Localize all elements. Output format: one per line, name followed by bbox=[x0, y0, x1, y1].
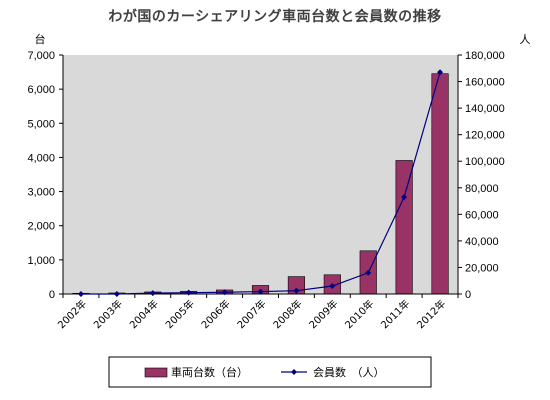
x-tick-label: 2003年 bbox=[91, 297, 125, 331]
x-tick-label: 2011年 bbox=[378, 297, 412, 331]
left-tick-label: 3,000 bbox=[27, 187, 55, 199]
bar bbox=[431, 73, 449, 295]
legend-marker-line bbox=[291, 369, 297, 375]
right-tick-label: 40,000 bbox=[465, 236, 499, 248]
x-tick-label: 2006年 bbox=[198, 297, 232, 331]
left-axis-unit: 台 bbox=[35, 32, 46, 46]
right-tick-label: 180,000 bbox=[465, 50, 505, 62]
line-point bbox=[329, 283, 336, 290]
legend-label-bars: 車両台数（台） bbox=[171, 365, 248, 379]
bar bbox=[395, 160, 413, 295]
plot-area bbox=[63, 55, 458, 294]
line-point bbox=[185, 289, 192, 296]
x-tick-label: 2009年 bbox=[306, 297, 340, 331]
right-tick-label: 0 bbox=[465, 289, 471, 301]
left-tick-label: 1,000 bbox=[27, 255, 55, 267]
line-point bbox=[437, 69, 444, 76]
line-point bbox=[365, 269, 372, 276]
line-point bbox=[113, 291, 120, 297]
x-tick-label: 2007年 bbox=[234, 297, 268, 331]
right-tick-label: 20,000 bbox=[465, 262, 499, 274]
left-tick-label: 5,000 bbox=[27, 118, 55, 130]
chart-title: わが国のカーシェアリング車両台数と会員数の推移 bbox=[108, 9, 442, 25]
left-tick-label: 4,000 bbox=[27, 152, 55, 164]
line-point bbox=[257, 288, 264, 295]
left-tick-label: 0 bbox=[49, 289, 55, 301]
right-tick-label: 60,000 bbox=[465, 209, 499, 221]
left-tick-label: 6,000 bbox=[27, 84, 55, 96]
x-tick-label: 2012年 bbox=[414, 297, 448, 331]
line-point bbox=[77, 291, 84, 297]
line-point bbox=[149, 290, 156, 297]
left-tick-label: 2,000 bbox=[27, 221, 55, 233]
x-tick-label: 2005年 bbox=[163, 297, 197, 331]
x-tick-label: 2010年 bbox=[342, 297, 376, 331]
line-point bbox=[293, 287, 300, 294]
right-tick-label: 140,000 bbox=[465, 103, 505, 115]
x-tick-label: 2002年 bbox=[55, 297, 89, 331]
legend-label-line: 会員数 （人） bbox=[313, 366, 385, 379]
line-point bbox=[401, 194, 408, 201]
x-tick-label: 2008年 bbox=[270, 297, 304, 331]
line-point bbox=[221, 289, 228, 296]
right-tick-label: 120,000 bbox=[465, 130, 505, 142]
legend-swatch-bars bbox=[144, 367, 168, 378]
left-tick-label: 7,000 bbox=[27, 50, 55, 62]
x-tick-label: 2004年 bbox=[127, 297, 161, 331]
right-axis-unit: 人 bbox=[520, 33, 531, 46]
right-tick-label: 160,000 bbox=[465, 77, 505, 89]
right-tick-label: 100,000 bbox=[465, 156, 505, 168]
right-tick-label: 80,000 bbox=[465, 183, 499, 195]
